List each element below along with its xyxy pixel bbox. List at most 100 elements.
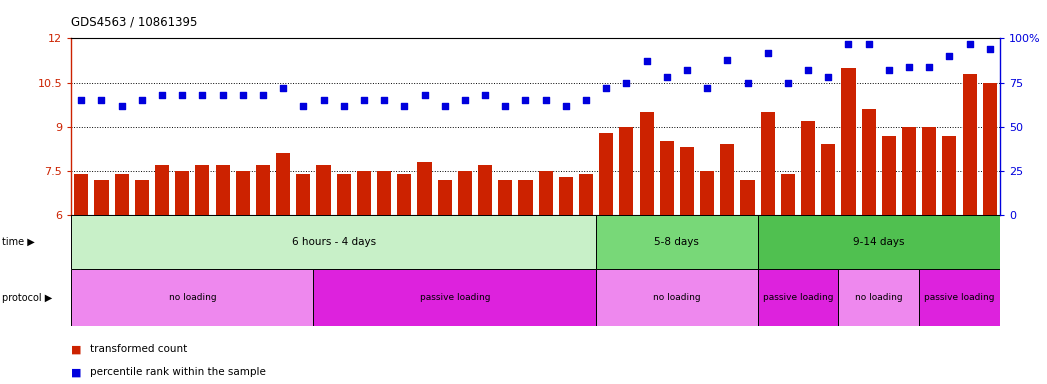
Bar	[397, 174, 411, 215]
Text: no loading: no loading	[653, 293, 700, 302]
Text: GDS4563 / 10861395: GDS4563 / 10861395	[71, 15, 198, 28]
Point	[759, 50, 776, 56]
Text: 6 hours - 4 days: 6 hours - 4 days	[291, 237, 376, 247]
Point	[739, 79, 756, 86]
Bar	[882, 136, 896, 215]
Bar	[175, 171, 190, 215]
Text: no loading: no loading	[855, 293, 903, 302]
Bar	[801, 121, 816, 215]
Point	[941, 53, 958, 59]
Point	[861, 41, 877, 47]
Point	[376, 97, 393, 103]
Text: ■: ■	[71, 367, 82, 377]
Bar	[196, 165, 209, 215]
Bar	[740, 180, 755, 215]
Point	[254, 92, 271, 98]
Bar	[538, 171, 553, 215]
Bar	[255, 165, 270, 215]
Point	[154, 92, 171, 98]
Point	[578, 97, 595, 103]
Point	[174, 92, 191, 98]
Bar	[942, 136, 957, 215]
Point	[537, 97, 554, 103]
Bar	[758, 269, 839, 326]
Bar	[862, 109, 875, 215]
Bar	[758, 215, 1000, 269]
Text: 9-14 days: 9-14 days	[853, 237, 905, 247]
Bar	[296, 174, 310, 215]
Bar	[781, 174, 795, 215]
Bar	[821, 144, 836, 215]
Bar	[660, 141, 674, 215]
Bar	[377, 171, 392, 215]
Text: percentile rank within the sample: percentile rank within the sample	[90, 367, 266, 377]
Point	[921, 64, 938, 70]
Text: time ▶: time ▶	[2, 237, 35, 247]
Bar	[842, 68, 855, 215]
Bar	[839, 269, 919, 326]
Point	[800, 67, 817, 73]
Text: transformed count: transformed count	[90, 344, 187, 354]
Text: ■: ■	[71, 344, 82, 354]
Bar	[478, 165, 492, 215]
Point	[416, 92, 432, 98]
Bar	[458, 171, 472, 215]
Point	[476, 92, 493, 98]
Bar	[922, 127, 936, 215]
Point	[497, 103, 514, 109]
Point	[881, 67, 897, 73]
Bar	[216, 165, 229, 215]
Point	[840, 41, 856, 47]
Point	[396, 103, 413, 109]
Point	[194, 92, 210, 98]
Text: passive loading: passive loading	[420, 293, 490, 302]
Text: protocol ▶: protocol ▶	[2, 293, 52, 303]
Point	[437, 103, 453, 109]
Point	[981, 46, 998, 52]
Point	[659, 74, 675, 80]
Point	[235, 92, 251, 98]
Point	[295, 103, 312, 109]
Bar	[596, 215, 758, 269]
Point	[274, 85, 291, 91]
Point	[73, 97, 90, 103]
Point	[356, 97, 373, 103]
Point	[678, 67, 695, 73]
Point	[133, 97, 150, 103]
Bar	[700, 171, 714, 215]
Text: no loading: no loading	[169, 293, 216, 302]
Bar	[114, 174, 129, 215]
Point	[557, 103, 574, 109]
Bar	[135, 180, 149, 215]
Bar	[438, 180, 451, 215]
Point	[456, 97, 473, 103]
Bar	[357, 171, 371, 215]
Bar	[94, 180, 109, 215]
Bar	[71, 269, 313, 326]
Bar	[919, 269, 1000, 326]
Bar	[640, 112, 653, 215]
Point	[113, 103, 130, 109]
Point	[639, 58, 655, 65]
Point	[698, 85, 715, 91]
Point	[598, 85, 615, 91]
Bar	[316, 165, 331, 215]
Bar	[71, 215, 596, 269]
Point	[780, 79, 797, 86]
Bar	[983, 83, 997, 215]
Point	[961, 41, 978, 47]
Point	[820, 74, 837, 80]
Bar	[337, 174, 351, 215]
Bar	[579, 174, 593, 215]
Point	[335, 103, 352, 109]
Text: 5-8 days: 5-8 days	[654, 237, 699, 247]
Bar	[559, 177, 573, 215]
Bar	[74, 174, 88, 215]
Bar	[236, 171, 250, 215]
Bar	[599, 132, 614, 215]
Point	[215, 92, 231, 98]
Bar	[680, 147, 694, 215]
Bar	[313, 269, 596, 326]
Bar	[901, 127, 916, 215]
Point	[719, 56, 736, 63]
